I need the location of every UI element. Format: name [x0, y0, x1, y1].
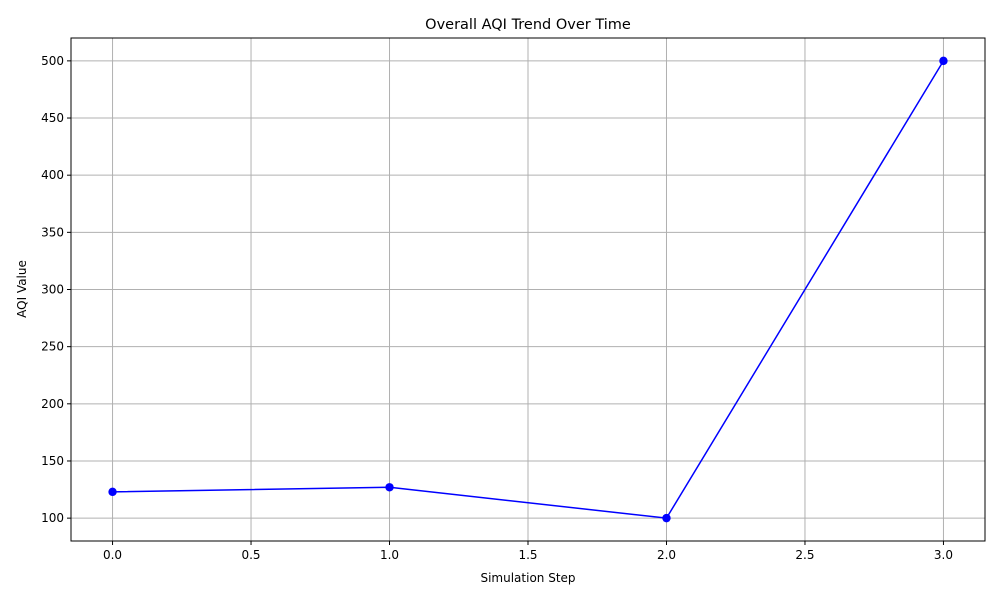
x-axis-label: Simulation Step: [480, 571, 575, 585]
chart-title: Overall AQI Trend Over Time: [425, 17, 631, 33]
data-point: [108, 487, 117, 497]
x-tick-label: 1.5: [518, 548, 537, 562]
y-tick-label: 300: [41, 283, 64, 297]
y-tick-label: 350: [41, 225, 64, 239]
y-axis-label: AQI Value: [15, 260, 29, 318]
data-point: [385, 483, 394, 492]
y-tick-label: 100: [41, 511, 64, 525]
x-tick-label: 0.5: [241, 548, 260, 562]
series-layer: [108, 56, 948, 523]
x-tick-label: 0.0: [103, 548, 122, 562]
y-tick-label: 150: [41, 454, 64, 468]
y-tick-label: 250: [41, 340, 64, 354]
x-tick-label: 2.5: [795, 548, 814, 562]
tick-layer: 0.0 0.5 1.0 1.5 2.0 2.5 3.0 100 150 200 250 300 350 4…: [41, 54, 953, 562]
x-tick-label: 1.0: [380, 548, 399, 562]
x-tick-label: 2.0: [657, 548, 676, 562]
y-tick-label: 200: [41, 397, 64, 411]
series-line: [112, 60, 945, 519]
x-tick-label: 3.0: [934, 548, 953, 562]
y-tick-label: 400: [41, 168, 64, 182]
y-tick-label: 500: [41, 54, 64, 68]
data-point: [662, 513, 671, 523]
y-tick-label: 450: [41, 111, 64, 125]
data-point: [939, 56, 948, 66]
